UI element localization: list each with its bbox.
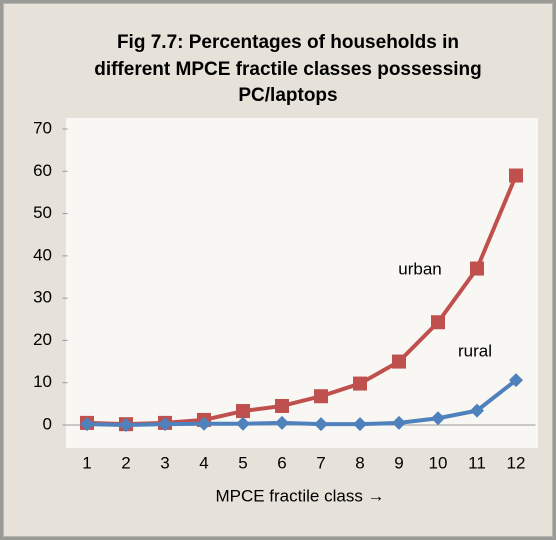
- marker: [431, 411, 445, 426]
- y-tick-label: 10: [33, 372, 52, 391]
- chart-title: Fig 7.7: Percentages of households in di…: [94, 32, 482, 106]
- marker: [353, 376, 367, 391]
- y-tick-label: 30: [33, 288, 52, 307]
- marker: [392, 415, 406, 430]
- x-tick-label: 2: [121, 453, 130, 472]
- marker: [158, 417, 172, 432]
- y-tick-label: 0: [43, 414, 52, 433]
- x-tick-label: 12: [507, 453, 526, 472]
- marker: [470, 403, 484, 418]
- plot-area: [66, 118, 538, 448]
- y-tick-label: 40: [33, 245, 52, 264]
- marker: [236, 416, 250, 431]
- y-tick-label: 20: [33, 330, 52, 349]
- x-tick-label: 11: [468, 453, 486, 472]
- y-tick-label: 70: [33, 118, 52, 137]
- marker: [314, 417, 328, 432]
- marker: [197, 416, 211, 431]
- marker: [236, 404, 250, 419]
- x-tick-label: 1: [82, 453, 91, 472]
- marker: [275, 415, 289, 430]
- marker: [119, 418, 133, 432]
- x-tick-label: 8: [355, 453, 364, 472]
- series-label: rural: [458, 341, 492, 360]
- marker: [431, 315, 445, 330]
- x-tick-label: 5: [238, 453, 247, 472]
- x-tick-label: 7: [316, 453, 325, 472]
- x-tick-label: 9: [394, 453, 403, 472]
- marker: [509, 373, 523, 388]
- series-label: urban: [398, 259, 441, 278]
- marker: [353, 417, 367, 432]
- x-axis-label: MPCE fractile class →: [215, 486, 384, 505]
- y-tick-label: 50: [33, 203, 52, 222]
- x-tick-label: 6: [277, 453, 286, 472]
- marker: [80, 417, 94, 432]
- y-tick-label: 60: [33, 161, 52, 180]
- marker: [509, 168, 523, 183]
- x-tick-label: 3: [160, 453, 169, 472]
- marker: [275, 398, 289, 413]
- x-tick-label: 4: [199, 453, 208, 472]
- marker: [392, 354, 406, 369]
- marker: [470, 261, 484, 276]
- marker: [314, 389, 328, 404]
- x-tick-label: 10: [429, 453, 448, 472]
